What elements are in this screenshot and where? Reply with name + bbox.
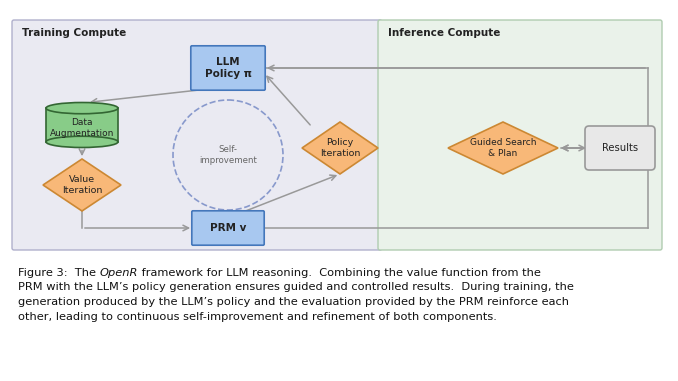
Polygon shape — [448, 122, 558, 174]
Text: generation produced by the LLM’s policy and the evaluation provided by the PRM r: generation produced by the LLM’s policy … — [18, 297, 569, 307]
FancyBboxPatch shape — [192, 211, 264, 245]
Text: other, leading to continuous self-improvement and refinement of both components.: other, leading to continuous self-improv… — [18, 312, 497, 322]
FancyBboxPatch shape — [191, 46, 265, 90]
Text: Value
Iteration: Value Iteration — [62, 175, 102, 195]
Ellipse shape — [46, 136, 118, 147]
Text: Data
Augmentation: Data Augmentation — [49, 118, 114, 138]
Text: framework for LLM reasoning.  Combining the value function from the: framework for LLM reasoning. Combining t… — [138, 268, 541, 278]
Text: OpenR: OpenR — [100, 268, 138, 278]
Text: Training Compute: Training Compute — [22, 28, 126, 38]
FancyBboxPatch shape — [585, 126, 655, 170]
Polygon shape — [46, 108, 118, 142]
FancyBboxPatch shape — [12, 20, 382, 250]
Ellipse shape — [46, 102, 118, 114]
Text: Figure 3:  The: Figure 3: The — [18, 268, 100, 278]
Text: Results: Results — [602, 143, 638, 153]
Text: Guided Search
& Plan: Guided Search & Plan — [470, 138, 536, 158]
FancyBboxPatch shape — [378, 20, 662, 250]
Text: Inference Compute: Inference Compute — [388, 28, 500, 38]
Text: Self-
improvement: Self- improvement — [199, 145, 257, 165]
Text: Policy
Iteration: Policy Iteration — [320, 138, 360, 158]
Polygon shape — [43, 159, 121, 211]
Text: PRM with the LLM’s policy generation ensures guided and controlled results.  Dur: PRM with the LLM’s policy generation ens… — [18, 282, 574, 293]
Text: PRM v: PRM v — [210, 223, 246, 233]
Polygon shape — [302, 122, 378, 174]
Text: LLM
Policy π: LLM Policy π — [205, 57, 252, 79]
